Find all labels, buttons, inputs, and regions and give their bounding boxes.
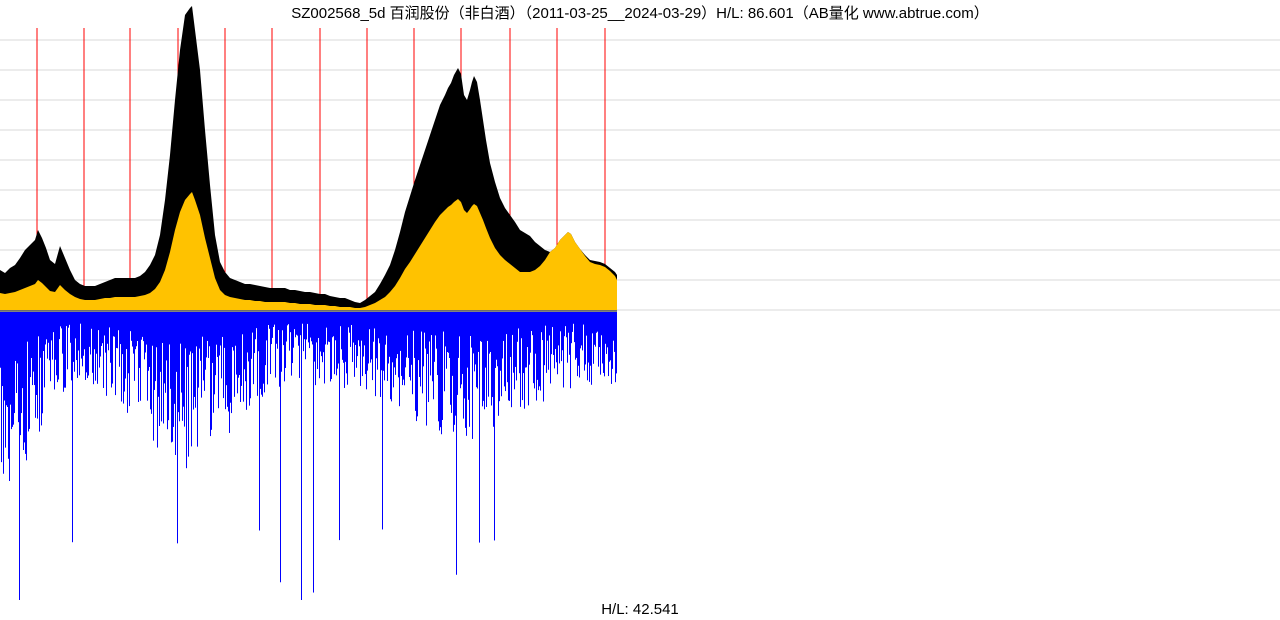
chart-footer: H/L: 42.541 (0, 601, 1280, 618)
stock-chart: SZ002568_5d 百润股份（非白酒）（2011-03-25__2024-0… (0, 0, 1280, 620)
chart-canvas (0, 0, 1280, 620)
